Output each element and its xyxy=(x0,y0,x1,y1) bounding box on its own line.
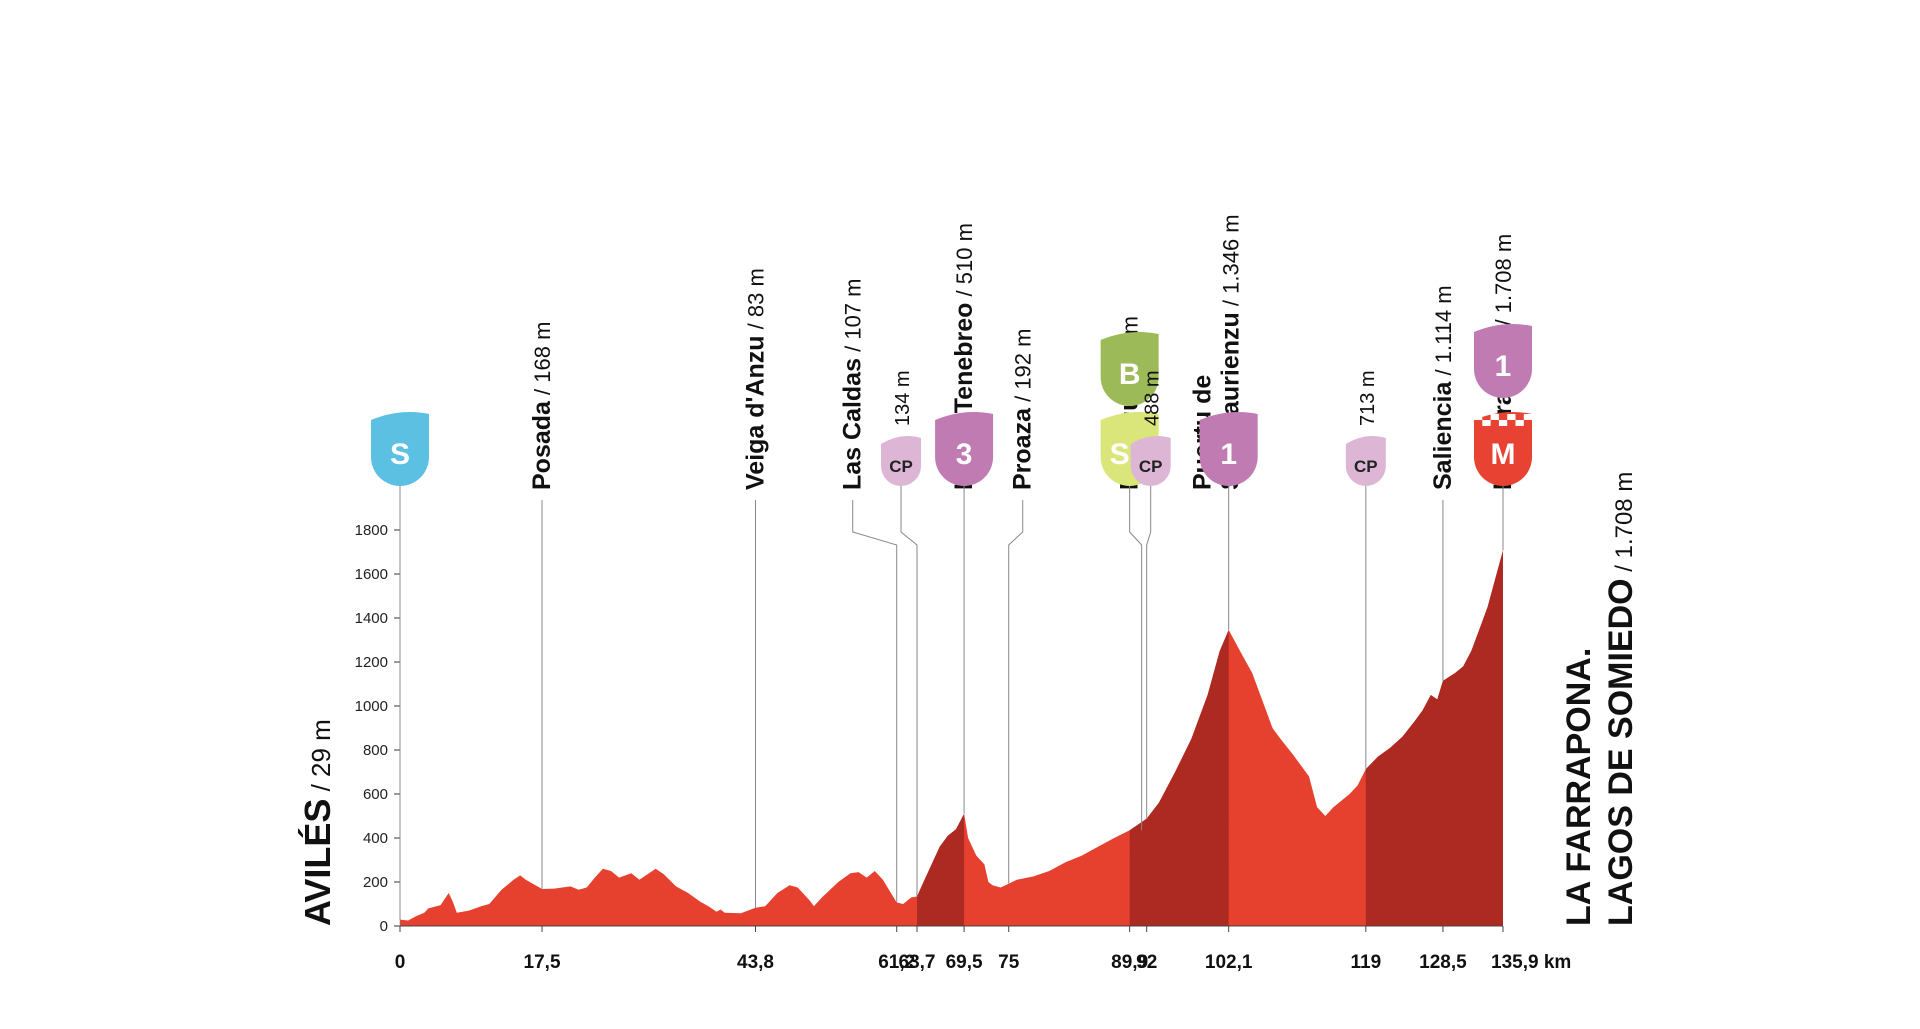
x-tick-label: 63,7 xyxy=(899,952,936,973)
climb-badge-label: 3 xyxy=(956,438,973,471)
start-town-label: AVILÉS / 29 m xyxy=(297,719,338,926)
checkpoint-alt-label: 134 m xyxy=(892,370,914,426)
climb-badge-icon xyxy=(935,412,994,486)
start-town-alt: / 29 m xyxy=(306,719,336,798)
checkered-flag-cell xyxy=(1498,420,1508,426)
waypoint-label: Veiga d'Anzu / 83 m xyxy=(741,268,769,490)
waypoint-label: Las Caldas / 107 m xyxy=(839,279,867,491)
y-tick-label: 800 xyxy=(363,742,388,759)
x-tick-label: 17,5 xyxy=(524,952,561,973)
waypoint-connector xyxy=(852,500,898,903)
x-tick-label: 135,9 km xyxy=(1491,952,1571,973)
waypoint-name: Posada xyxy=(528,400,556,490)
checkpoint-badge-label: CP xyxy=(1354,457,1378,476)
waypoint-label: Posada / 168 m xyxy=(528,322,556,490)
x-tick-label: 75 xyxy=(998,952,1020,973)
start-town-name: AVILÉS xyxy=(297,799,338,926)
waypoint-name: Saliencia xyxy=(1429,381,1457,490)
y-tick-label: 0 xyxy=(380,918,388,935)
start-badge-label: S xyxy=(390,438,410,471)
climb-badge-icon xyxy=(1199,412,1258,486)
x-tick-label: 69,5 xyxy=(946,952,983,973)
waypoint-alt: / 510 m xyxy=(952,223,977,302)
checkered-flag-cell xyxy=(1507,414,1516,420)
checkpoint-badge-icon xyxy=(1345,436,1386,487)
waypoint-name: Veiga d'Anzu xyxy=(741,335,769,490)
waypoint-alt: / 1.114 m xyxy=(1431,285,1456,381)
finish-line2-label: LAGOS DE SOMIEDO / 1.708 m xyxy=(1602,472,1640,926)
waypoint-label: Proaza / 192 m xyxy=(1009,329,1037,490)
finish-badge-icon xyxy=(1474,412,1532,486)
checkpoint-badge-icon xyxy=(1130,436,1171,487)
x-tick-label: 92 xyxy=(1136,952,1157,973)
waypoint-alt: / 192 m xyxy=(1011,329,1036,408)
climb-badge-label: 1 xyxy=(1495,350,1512,383)
y-tick-label: 600 xyxy=(363,786,388,803)
checkpoint-badge-icon xyxy=(881,436,922,487)
sprint-connector xyxy=(1129,486,1143,831)
y-tick-label: 1600 xyxy=(355,566,388,583)
finish-alt: / 1.708 m xyxy=(1611,472,1638,579)
waypoint-alt: / 1.708 m xyxy=(1491,234,1516,332)
checkpoint-connector xyxy=(900,486,918,897)
x-tick-label: 89,9 xyxy=(1111,952,1148,973)
waypoint-alt: / 107 m xyxy=(841,279,866,358)
y-tick-label: 200 xyxy=(363,874,388,891)
x-tick-label: 43,8 xyxy=(737,952,774,973)
checkpoint-alt-label: 488 m xyxy=(1142,370,1164,426)
climb-badge-label: 1 xyxy=(1220,438,1237,471)
climb-segment-1 xyxy=(917,813,965,926)
y-tick-label: 400 xyxy=(363,830,388,847)
x-tick-label: 61,2 xyxy=(878,952,915,973)
y-tick-label: 1200 xyxy=(355,654,388,671)
finish-line1-label: LA FARRAPONA. xyxy=(1560,648,1598,926)
x-tick-label: 102,1 xyxy=(1205,952,1253,973)
climb-segment-2 xyxy=(1129,629,1229,926)
waypoint-name: Proaza xyxy=(1009,407,1037,490)
checkered-flag-cell xyxy=(1474,414,1483,420)
checkpoint-badge-label: CP xyxy=(1139,457,1163,476)
checkpoint-connector xyxy=(1146,486,1152,819)
waypoint-connector xyxy=(1008,500,1024,884)
waypoint-name: Las Caldas xyxy=(839,358,867,490)
y-tick-label: 1400 xyxy=(355,610,388,627)
x-tick-label: 119 xyxy=(1351,952,1382,973)
climb-badge-icon xyxy=(1474,324,1532,398)
checkered-flag-cell xyxy=(1515,420,1524,426)
waypoint-alt: / 83 m xyxy=(743,268,768,335)
checkered-flag-cell xyxy=(1482,420,1491,426)
bonus-badge-label: B xyxy=(1119,358,1141,391)
finish-name: LAGOS DE SOMIEDO xyxy=(1602,578,1640,926)
x-tick-label: 0 xyxy=(395,952,406,973)
y-tick-label: 1000 xyxy=(355,698,388,715)
bonus-badge-icon xyxy=(1100,332,1159,406)
start-badge-icon xyxy=(371,412,429,486)
checkpoint-alt-label: 713 m xyxy=(1357,370,1379,426)
waypoint-label: Saliencia / 1.114 m xyxy=(1429,285,1457,490)
checkered-flag-cell xyxy=(1490,414,1499,420)
checkpoint-badge-label: CP xyxy=(889,457,913,476)
finish-badge-label: M xyxy=(1491,438,1516,471)
checkered-flag-cell xyxy=(1523,414,1533,420)
y-tick-label: 1800 xyxy=(355,522,388,539)
waypoint-alt: / 1.346 m xyxy=(1219,214,1244,312)
climb-segment-3 xyxy=(1365,550,1503,926)
x-tick-label: 128,5 xyxy=(1419,952,1467,973)
waypoint-alt: / 168 m xyxy=(530,322,555,401)
